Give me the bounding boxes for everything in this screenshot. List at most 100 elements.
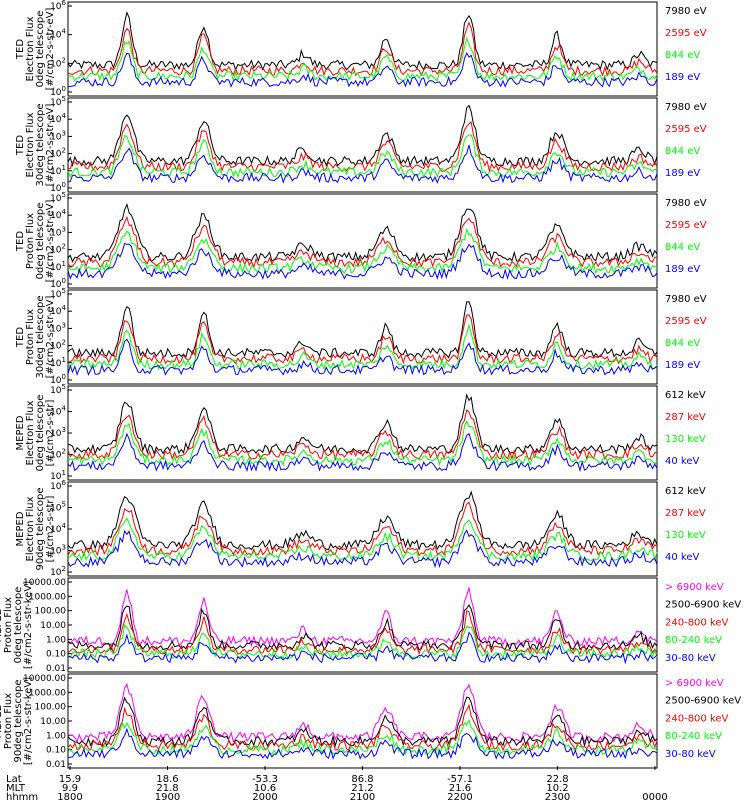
legend-entry: 7980 eV <box>665 198 707 209</box>
y-axis-label: Proton Flux <box>25 213 36 269</box>
y-tick-label: 106 <box>50 479 66 492</box>
legend-entry: 844 eV <box>665 50 700 61</box>
legend-entry: 130 keV <box>665 530 706 541</box>
y-tick-label: 102 <box>50 339 66 352</box>
y-tick-label: 105 <box>50 287 66 300</box>
y-axis-label: Proton Flux <box>25 309 36 365</box>
series-line <box>67 202 658 264</box>
panel-1: 106 104 102 100 TED Electron Flux 0deg telesco… <box>15 0 707 98</box>
legend-entry: 2500-6900 keV <box>665 696 741 707</box>
legend-entry: 612 keV <box>665 486 706 497</box>
y-tick-label: 103 <box>50 225 66 238</box>
panel-5: 105 104 103 102 101 MEPED Electron Flux 0deg te… <box>15 383 706 482</box>
legend-entry: 240-800 keV <box>665 713 729 724</box>
y-tick-label: 1000.00 <box>29 688 66 698</box>
y-tick-label: 10000.00 <box>23 578 66 588</box>
panel-8: 10000.00 1000.00 100.00 10.00 1.00 0.10 0.01 ME… <box>0 673 741 770</box>
panel-frame <box>67 289 658 385</box>
y-axis-label: Proton Flux <box>3 597 14 653</box>
y-axis-label: Proton Flux <box>3 693 14 749</box>
legend-entry: 189 eV <box>665 72 700 83</box>
series-line <box>67 682 658 743</box>
x-tick-label: -57.1 <box>447 774 473 785</box>
y-tick-label: 1.00 <box>46 635 66 645</box>
legend: 7980 eV 2595 eV 844 eV 189 eV <box>665 294 707 371</box>
y-axis-label: [#/cm2-s-str] <box>45 399 56 466</box>
y-tick-label: 0.01 <box>46 664 66 674</box>
y-tick-label: 0.01 <box>46 760 66 770</box>
y-axis-label: TED <box>15 327 26 348</box>
y-axis-label: [#/cm2-s-str-eV] <box>45 8 56 91</box>
y-tick-label: 103 <box>50 426 66 439</box>
y-tick-label: 102 <box>50 448 66 461</box>
series-line <box>67 718 658 756</box>
y-tick-label: 102 <box>50 56 66 69</box>
y-tick-label: 101 <box>50 469 66 482</box>
panel-2: 105 104 103 102 101 100 TED Electron Flux 30deg … <box>15 95 707 194</box>
legend: 612 keV 287 keV 130 keV 40 keV <box>665 486 706 563</box>
legend-entry: 844 eV <box>665 242 700 253</box>
x-tick-label: 2200 <box>447 792 472 800</box>
footer-row-label: Lat <box>6 774 22 785</box>
x-tick-label: 15.9 <box>59 774 81 785</box>
legend-entry: 7980 eV <box>665 102 707 113</box>
x-tick-label: 0000 <box>642 792 667 800</box>
y-tick-label: 104 <box>50 304 66 317</box>
series-line <box>67 242 658 281</box>
panel-4: 105 104 103 102 101 100 TED Proton Flux 30deg te… <box>15 287 707 386</box>
series-line <box>67 587 658 648</box>
x-tick-label: 22.8 <box>546 774 568 785</box>
y-tick-label: 105 <box>50 191 66 204</box>
y-tick-label: 105 <box>50 501 66 514</box>
x-tick-label: 18.6 <box>156 774 178 785</box>
panel-3: 105 104 103 102 101 100 TED Proton Flux 0deg tel… <box>15 191 707 290</box>
legend-entry: 612 keV <box>665 390 706 401</box>
series-line <box>67 432 658 473</box>
panel-frame <box>67 97 658 193</box>
panel-frame <box>67 385 658 481</box>
series-line <box>67 301 658 359</box>
x-tick-label: 21.2 <box>351 783 373 794</box>
y-axis-label: 90deg telescope <box>35 487 46 570</box>
legend-entry: 2500-6900 keV <box>665 600 741 611</box>
y-tick-label: 0.10 <box>46 650 66 660</box>
y-axis-label: MEPED <box>15 415 26 450</box>
y-tick-label: 103 <box>50 544 66 557</box>
y-tick-label: 1.00 <box>46 731 66 741</box>
legend-entry: 189 eV <box>665 264 700 275</box>
legend-entry: 80-240 keV <box>665 731 722 742</box>
series-line <box>67 338 658 376</box>
x-tick-label: 2300 <box>545 792 570 800</box>
y-axis-label: MEPED <box>0 703 4 738</box>
panel-frame <box>67 577 658 673</box>
legend-entry: 40 keV <box>665 552 699 563</box>
x-tick-label: 9.9 <box>62 783 78 794</box>
legend-entry: > 6900 keV <box>665 582 724 593</box>
legend-entry: 7980 eV <box>665 294 707 305</box>
series-line <box>67 51 658 88</box>
y-tick-label: 10000.00 <box>23 674 66 684</box>
y-axis-label: [#/cm2-s-str] <box>45 495 56 562</box>
x-tick-label: 1900 <box>155 792 180 800</box>
series-line <box>67 529 658 569</box>
y-tick-label: 100 <box>50 373 66 386</box>
y-tick-label: 102 <box>50 565 66 578</box>
legend: 7980 eV 2595 eV 844 eV 189 eV <box>665 198 707 275</box>
series-line <box>67 11 658 71</box>
y-axis-label: Electron Flux <box>25 496 36 561</box>
series-line <box>67 36 658 83</box>
y-axis-label: 0deg telescope <box>35 395 46 472</box>
legend: 612 keV 287 keV 130 keV 40 keV <box>665 390 706 467</box>
y-tick-label: 104 <box>50 28 66 41</box>
y-tick-label: 0.10 <box>46 746 66 756</box>
legend: > 6900 keV 2500-6900 keV 240-800 keV 80-240… <box>665 582 741 664</box>
series-line <box>67 228 658 275</box>
y-axis-label: Electron Flux <box>25 112 36 177</box>
panel-frame <box>67 1 658 97</box>
series-line <box>67 144 658 184</box>
series-line <box>67 604 658 652</box>
legend-entry: 2595 eV <box>665 28 707 39</box>
y-tick-label: 100 <box>50 277 66 290</box>
y-tick-label: 100 <box>50 181 66 194</box>
